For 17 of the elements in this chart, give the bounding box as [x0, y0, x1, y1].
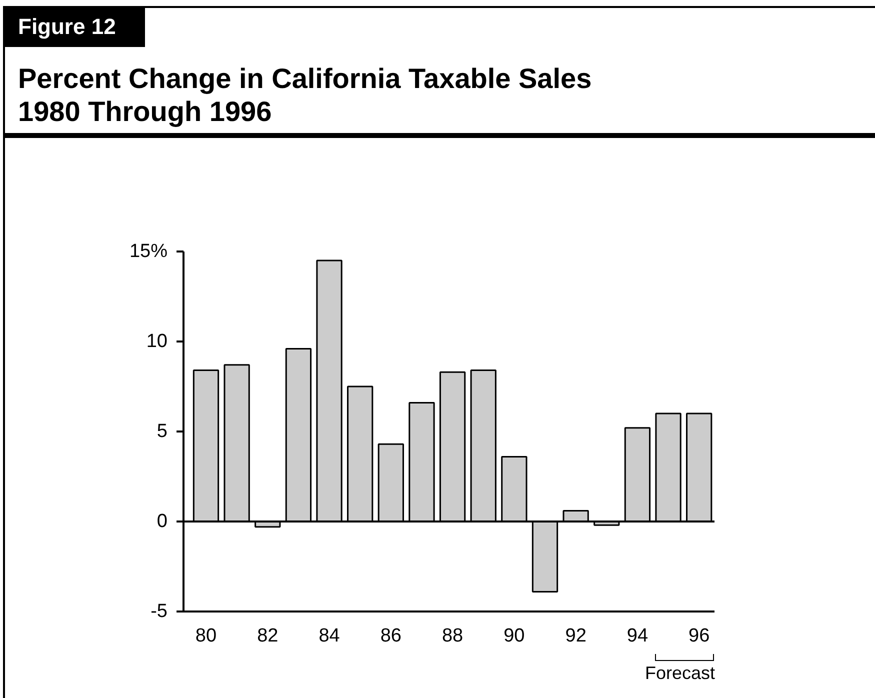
x-tick-label: 90 [504, 626, 525, 646]
x-tick-label: 88 [442, 626, 464, 646]
x-tick-label: 94 [626, 626, 648, 646]
x-tick-label: 86 [380, 626, 402, 646]
y-tick-label: 10 [146, 331, 168, 352]
x-tick-label: 96 [688, 626, 710, 646]
caption: Figure 12 [5, 7, 145, 47]
y-tick-label: 0 [156, 511, 168, 532]
y-tick-label: 15% [129, 241, 168, 262]
x-tick-label: 92 [565, 626, 586, 646]
y-tick-label: -5 [150, 601, 168, 622]
x-tick-label: 80 [195, 626, 217, 646]
x-tick-label: 84 [318, 626, 340, 646]
text: Forecast [644, 663, 716, 683]
chart-title: Percent Change in California Taxable Sales 1980 Through 1996 [18, 62, 592, 128]
y-tick-label: 5 [156, 421, 168, 442]
x-tick-label: 82 [257, 626, 278, 646]
